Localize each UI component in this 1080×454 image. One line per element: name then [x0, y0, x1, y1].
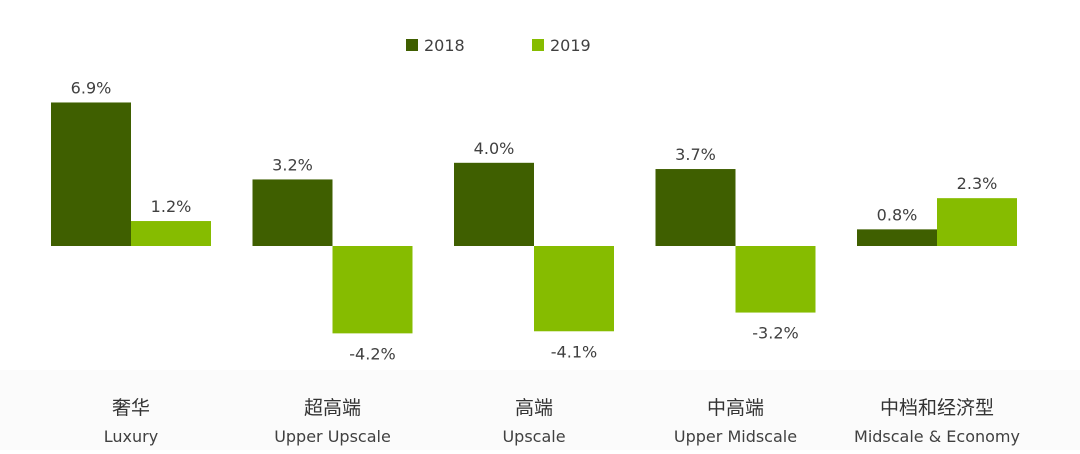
- legend-label-2019: 2019: [550, 36, 591, 55]
- value-label-2019-midscale-economy: 2.3%: [957, 174, 998, 193]
- chart-floor-shade: [0, 370, 1080, 450]
- value-label-2018-upper-upscale: 3.2%: [272, 155, 313, 174]
- bar-2019-upscale: [534, 246, 614, 332]
- category-label-zh-upscale: 高端: [515, 397, 553, 419]
- category-label-en-upper-upscale: Upper Upscale: [274, 427, 391, 446]
- value-label-2019-upper-upscale: -4.2%: [349, 344, 395, 363]
- category-labels-group: 奢华 Luxury 超高端 Upper Upscale 高端 Upscale 中高端 Uppe…: [104, 397, 1020, 446]
- bar-2018-upper-midscale: [655, 169, 736, 246]
- category-label-zh-upper-upscale: 超高端: [304, 397, 361, 419]
- value-label-2018-luxury: 6.9%: [71, 78, 112, 97]
- bar-2018-upscale: [454, 162, 534, 246]
- category-label-en-upper-midscale: Upper Midscale: [674, 427, 797, 446]
- value-label-2018-midscale-economy: 0.8%: [877, 205, 918, 224]
- bar-2019-luxury: [131, 221, 211, 246]
- category-label-en-upscale: Upscale: [502, 427, 565, 446]
- value-label-2019-luxury: 1.2%: [151, 197, 192, 216]
- legend: 2018 2019: [406, 36, 591, 55]
- bar-2019-upper-midscale: [735, 246, 816, 313]
- value-label-2019-upper-midscale: -3.2%: [752, 324, 798, 343]
- category-label-zh-luxury: 奢华: [112, 397, 150, 419]
- value-label-2019-upscale: -4.1%: [551, 342, 597, 361]
- legend-label-2018: 2018: [424, 36, 465, 55]
- value-label-2018-upper-midscale: 3.7%: [675, 145, 716, 164]
- legend-swatch-2019: [532, 39, 544, 51]
- bars-group: [51, 102, 1017, 334]
- bar-2018-midscale-economy: [857, 229, 937, 246]
- bar-2019-upper-upscale: [332, 246, 413, 334]
- bar-2018-luxury: [51, 102, 131, 246]
- value-labels-group: 6.9% 1.2% 3.2% -4.2% 4.0% -4.1% 3.7% -3.2% 0.8% 2…: [71, 78, 998, 363]
- bar-2018-upper-upscale: [252, 179, 333, 246]
- legend-swatch-2018: [406, 39, 418, 51]
- value-label-2018-upscale: 4.0%: [474, 139, 515, 158]
- bar-2019-midscale-economy: [937, 198, 1017, 246]
- category-label-zh-upper-midscale: 中高端: [707, 397, 764, 419]
- category-label-en-luxury: Luxury: [104, 427, 158, 446]
- category-label-zh-midscale-economy: 中档和经济型: [880, 397, 994, 419]
- category-label-en-midscale-economy: Midscale & Economy: [854, 427, 1020, 446]
